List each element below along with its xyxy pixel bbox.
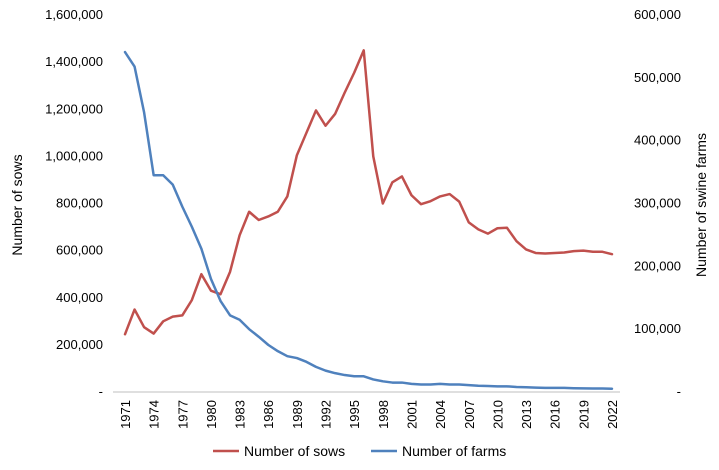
x-tick-label: 1995 bbox=[347, 400, 362, 429]
right-tick-label: 300,000 bbox=[634, 196, 681, 211]
right-axis-ticks: - 100,000 200,000 300,000 400,000 500,000 600,… bbox=[634, 7, 681, 399]
x-tick-label: 2007 bbox=[462, 400, 477, 429]
x-tick-label: 2004 bbox=[433, 400, 448, 429]
x-tick-label: 1998 bbox=[376, 400, 391, 429]
right-tick-label: 100,000 bbox=[634, 321, 681, 336]
left-tick-label: - bbox=[99, 384, 103, 399]
x-tick-label: 1971 bbox=[118, 400, 133, 429]
series-layer bbox=[123, 49, 614, 390]
right-axis-title: Number of swine farms bbox=[693, 133, 709, 277]
x-tick-label: 2019 bbox=[576, 400, 591, 429]
x-tick-label: 1983 bbox=[233, 400, 248, 429]
x-axis-ticks: 1971 1974 1977 1980 1983 1986 1989 1992 1995 1998… bbox=[118, 400, 620, 429]
right-tick-label: 200,000 bbox=[634, 258, 681, 273]
x-tick-label: 2016 bbox=[548, 400, 563, 429]
x-tick-label: 1980 bbox=[204, 400, 219, 429]
left-axis-ticks: - 200,000 400,000 600,000 800,000 1,000,000 1,… bbox=[45, 7, 103, 399]
x-tick-label: 2010 bbox=[490, 400, 505, 429]
x-tick-label: 1977 bbox=[175, 400, 190, 429]
x-tick-label: 2001 bbox=[404, 400, 419, 429]
x-tick-label: 1992 bbox=[319, 400, 334, 429]
left-tick-label: 800,000 bbox=[56, 196, 103, 211]
left-tick-label: 1,400,000 bbox=[45, 54, 103, 69]
left-tick-label: 400,000 bbox=[56, 290, 103, 305]
left-tick-label: 200,000 bbox=[56, 337, 103, 352]
legend: Number of sows Number of farms bbox=[213, 443, 506, 459]
x-tick-label: 1986 bbox=[261, 400, 276, 429]
series-line-number-of-sows bbox=[123, 49, 614, 336]
right-tick-label: - bbox=[677, 384, 681, 399]
right-tick-label: 400,000 bbox=[634, 133, 681, 148]
left-axis-title: Number of sows bbox=[9, 154, 25, 255]
right-tick-label: 600,000 bbox=[634, 7, 681, 22]
left-tick-label: 1,200,000 bbox=[45, 101, 103, 116]
series-line-number-of-farms bbox=[123, 50, 614, 390]
left-tick-label: 600,000 bbox=[56, 243, 103, 258]
x-tick-label: 1974 bbox=[147, 400, 162, 429]
legend-label-farms: Number of farms bbox=[402, 443, 506, 459]
left-tick-label: 1,000,000 bbox=[45, 148, 103, 163]
right-tick-label: 500,000 bbox=[634, 70, 681, 85]
x-tick-label: 2013 bbox=[519, 400, 534, 429]
x-tick-label: 1989 bbox=[290, 400, 305, 429]
legend-label-sows: Number of sows bbox=[244, 443, 345, 459]
left-tick-label: 1,600,000 bbox=[45, 7, 103, 22]
x-tick-label: 2022 bbox=[605, 400, 620, 429]
